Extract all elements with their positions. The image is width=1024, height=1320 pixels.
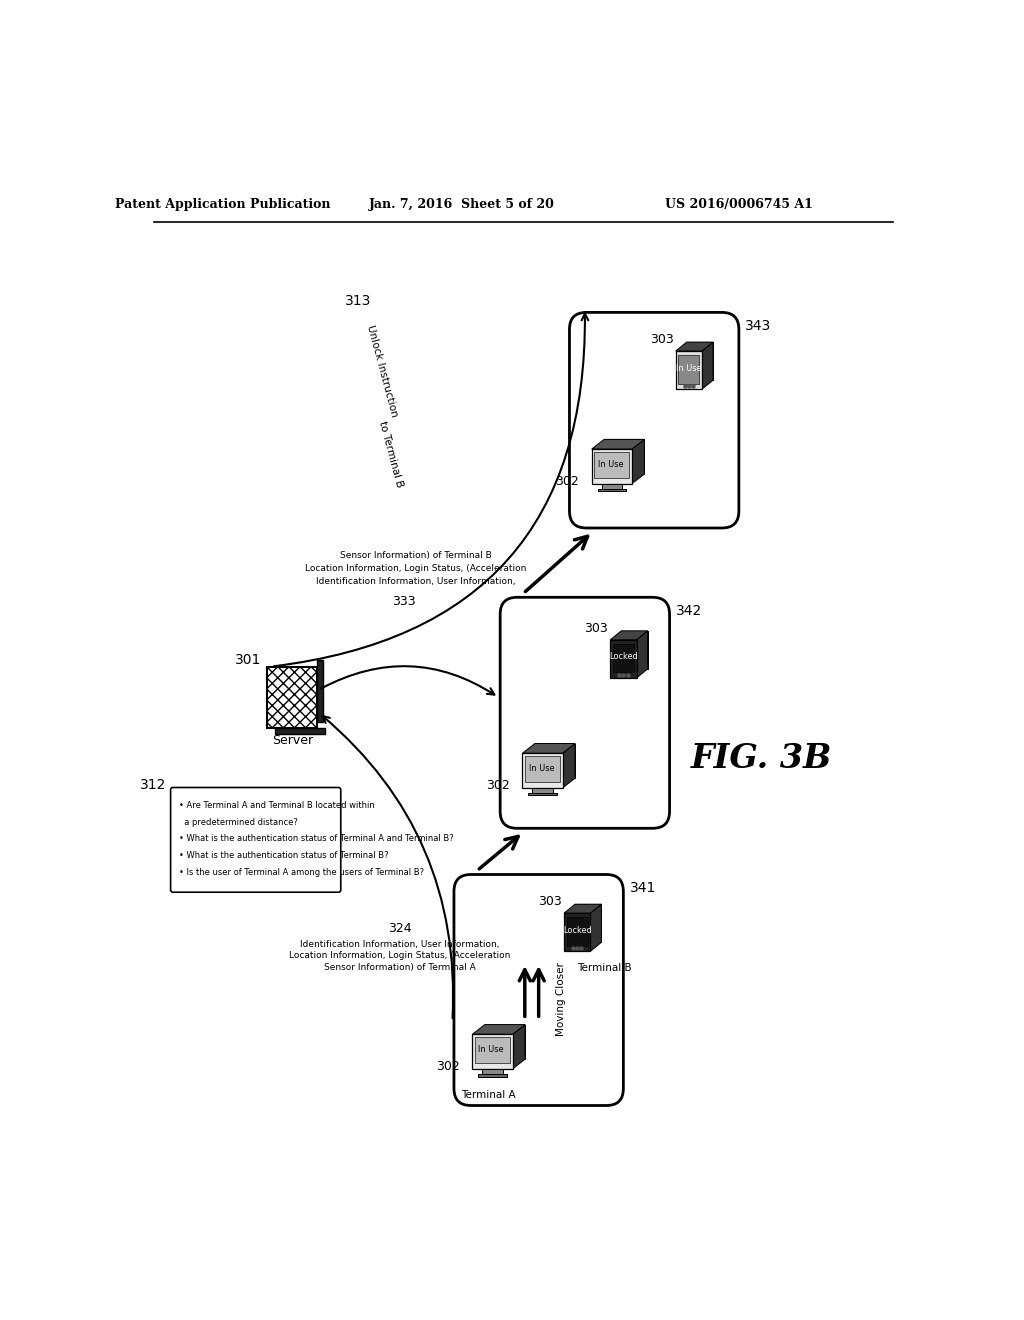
Polygon shape: [610, 640, 637, 678]
Text: US 2016/0006745 A1: US 2016/0006745 A1: [665, 198, 813, 211]
Polygon shape: [637, 631, 647, 678]
Bar: [532, 788, 553, 793]
Polygon shape: [702, 342, 713, 389]
Text: Location Information, Login Status, (Acceleration: Location Information, Login Status, (Acc…: [290, 952, 511, 961]
Text: In Use: In Use: [478, 1045, 504, 1055]
Bar: [482, 1069, 503, 1073]
Text: Terminal A: Terminal A: [461, 1090, 516, 1100]
Text: Identification Information, User Information,: Identification Information, User Informa…: [315, 577, 515, 586]
Text: • Is the user of Terminal A among the users of Terminal B?: • Is the user of Terminal A among the us…: [179, 869, 424, 878]
Polygon shape: [525, 756, 560, 783]
Polygon shape: [592, 449, 632, 483]
Polygon shape: [613, 644, 634, 672]
Text: 312: 312: [140, 779, 167, 792]
Text: 343: 343: [745, 319, 771, 333]
Text: 302: 302: [436, 1060, 460, 1073]
Text: Terminal B: Terminal B: [577, 964, 632, 973]
Text: 303: 303: [585, 622, 608, 635]
Polygon shape: [472, 1024, 525, 1035]
Text: 303: 303: [539, 895, 562, 908]
Bar: [528, 793, 557, 796]
Polygon shape: [610, 631, 647, 640]
Text: Identification Information, User Information,: Identification Information, User Informa…: [300, 940, 500, 949]
Text: Locked: Locked: [609, 652, 638, 661]
Bar: [317, 660, 324, 722]
Text: • Are Terminal A and Terminal B located within: • Are Terminal A and Terminal B located …: [179, 800, 375, 809]
Text: Sensor Information) of Terminal A: Sensor Information) of Terminal A: [325, 964, 476, 972]
Text: Jan. 7, 2016  Sheet 5 of 20: Jan. 7, 2016 Sheet 5 of 20: [369, 198, 555, 211]
Bar: [274, 729, 325, 734]
Polygon shape: [564, 913, 590, 952]
Text: • What is the authentication status of Terminal A and Terminal B?: • What is the authentication status of T…: [179, 834, 454, 843]
Bar: [598, 488, 626, 491]
Bar: [478, 1073, 507, 1077]
Polygon shape: [562, 743, 575, 788]
Text: 324: 324: [388, 921, 412, 935]
Polygon shape: [676, 351, 702, 389]
Polygon shape: [564, 904, 601, 913]
Text: Server: Server: [271, 734, 312, 747]
Polygon shape: [472, 1035, 513, 1069]
Text: In Use: In Use: [598, 461, 624, 469]
Text: 303: 303: [650, 333, 674, 346]
Bar: [267, 667, 317, 729]
Polygon shape: [535, 743, 575, 779]
Text: a predetermined distance?: a predetermined distance?: [179, 817, 298, 826]
Text: • What is the authentication status of Terminal B?: • What is the authentication status of T…: [179, 851, 389, 861]
Polygon shape: [632, 440, 644, 483]
Text: Moving Closer: Moving Closer: [556, 962, 565, 1036]
Polygon shape: [676, 342, 713, 351]
Polygon shape: [687, 342, 713, 380]
Text: 301: 301: [234, 653, 261, 668]
Text: 313: 313: [344, 294, 371, 308]
FancyBboxPatch shape: [171, 788, 341, 892]
Polygon shape: [513, 1024, 525, 1069]
Polygon shape: [679, 355, 699, 384]
Polygon shape: [595, 451, 629, 478]
Text: In Use: In Use: [528, 764, 554, 774]
Polygon shape: [475, 1038, 510, 1064]
Polygon shape: [566, 917, 588, 945]
Polygon shape: [575, 904, 601, 942]
Text: to Terminal B: to Terminal B: [377, 420, 404, 488]
Text: Locked: Locked: [563, 925, 592, 935]
Text: 333: 333: [392, 594, 416, 607]
Polygon shape: [622, 631, 647, 669]
Text: 302: 302: [555, 475, 579, 488]
Polygon shape: [522, 743, 575, 754]
Text: In Use: In Use: [676, 364, 701, 372]
Text: 302: 302: [486, 779, 510, 792]
Text: FIG. 3B: FIG. 3B: [691, 742, 833, 776]
Text: Patent Application Publication: Patent Application Publication: [116, 198, 331, 211]
Polygon shape: [522, 754, 562, 788]
Text: 342: 342: [676, 605, 702, 618]
Polygon shape: [604, 440, 644, 474]
Polygon shape: [592, 440, 644, 449]
Polygon shape: [484, 1024, 525, 1059]
Polygon shape: [590, 904, 601, 952]
Text: 341: 341: [630, 882, 656, 895]
Text: Unlock Instruction: Unlock Instruction: [366, 323, 399, 418]
Text: Location Information, Login Status, (Acceleration: Location Information, Login Status, (Acc…: [305, 564, 526, 573]
Bar: [602, 483, 622, 488]
Text: Sensor Information) of Terminal B: Sensor Information) of Terminal B: [340, 550, 492, 560]
